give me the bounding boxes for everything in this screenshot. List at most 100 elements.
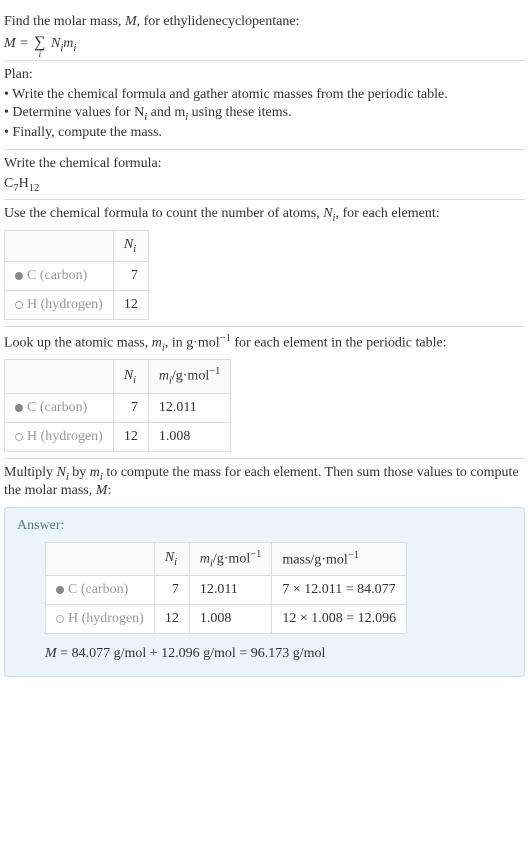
answer-label: Answer:	[17, 518, 512, 534]
am-header-m-text: m	[159, 369, 169, 384]
el-symbol: C	[68, 582, 77, 597]
table-row: H (hydrogen) 12	[5, 290, 149, 319]
el-symbol: H	[27, 297, 37, 312]
am-var: m	[152, 336, 162, 351]
formula-N: N	[51, 36, 60, 51]
am-header-m: mi/g·mol−1	[148, 360, 231, 393]
comp-m: m	[90, 465, 100, 480]
atomic-mass-table: Ni mi/g·mol−1 C (carbon) 7 12.011 H (hyd…	[4, 359, 231, 451]
intro-prompt: Find the molar mass, M, for ethylidenecy…	[4, 14, 525, 30]
table-row: C (carbon) 7	[5, 261, 149, 290]
formula-m: m	[63, 36, 73, 51]
am-prefix: Look up the atomic mass,	[4, 336, 152, 351]
plan-item-1: • Write the chemical formula and gather …	[4, 87, 525, 103]
dot-filled-icon	[15, 272, 23, 280]
count-c-n: 7	[113, 261, 148, 290]
ans-header-N-text: N	[165, 550, 174, 565]
ans-header-mass: mass/g·mol−1	[272, 542, 407, 575]
am-c-n: 7	[113, 393, 148, 422]
comp-M: M	[96, 483, 108, 498]
el-symbol: C	[27, 268, 36, 283]
el-name: (carbon)	[36, 268, 87, 283]
prompt-var: M	[125, 14, 137, 29]
am-header-Ni-text: i	[133, 375, 136, 386]
el-name: (hydrogen)	[78, 611, 144, 626]
am-header-sup-text: −1	[209, 366, 220, 377]
ans-header-Ni-text: i	[174, 557, 177, 568]
am-h-m: 1.008	[148, 422, 231, 451]
dot-hollow-icon	[15, 433, 23, 441]
ans-header-m-text: m	[200, 551, 210, 566]
plan-list: • Write the chemical formula and gather …	[4, 87, 525, 141]
am-h-n: 12	[113, 422, 148, 451]
plan-item-2c: using these items.	[188, 105, 291, 120]
am-header-N-text: N	[124, 368, 133, 383]
plan-title: Plan:	[4, 67, 525, 83]
comp-N: N	[57, 465, 66, 480]
comp-by: by	[69, 465, 90, 480]
molar-mass-formula: M = ∑i Nimi	[4, 34, 525, 54]
element-cell-c: C (carbon)	[5, 261, 114, 290]
am-element-c: C (carbon)	[5, 393, 114, 422]
comp-suffix: :	[107, 483, 111, 498]
chem-c: C	[4, 176, 13, 191]
count-header-n: Ni	[113, 231, 148, 262]
count-section: Use the chemical formula to count the nu…	[4, 200, 525, 327]
el-name: (hydrogen)	[37, 429, 103, 444]
ans-element-h: H (hydrogen)	[46, 605, 155, 634]
count-header-N-text: N	[124, 237, 133, 252]
compute-title: Multiply Ni by mi to compute the mass fo…	[4, 465, 525, 499]
chem-h: H	[19, 176, 29, 191]
ans-c-n: 7	[154, 576, 189, 605]
atomic-mass-section: Look up the atomic mass, mi, in g·mol−1 …	[4, 327, 525, 459]
ans-element-c: C (carbon)	[46, 576, 155, 605]
am-element-h: H (hydrogen)	[5, 422, 114, 451]
plan-item-2b: and m	[147, 105, 185, 120]
am-header-n: Ni	[113, 360, 148, 393]
el-symbol: H	[27, 429, 37, 444]
intro-section: Find the molar mass, M, for ethylidenecy…	[4, 8, 525, 61]
chemical-title: Write the chemical formula:	[4, 156, 525, 172]
count-prefix: Use the chemical formula to count the nu…	[4, 206, 323, 221]
el-name: (carbon)	[77, 582, 128, 597]
ans-h-n: 12	[154, 605, 189, 634]
count-title: Use the chemical formula to count the nu…	[4, 206, 525, 224]
ans-c-mass: 7 × 12.011 = 84.077	[272, 576, 407, 605]
compute-section: Multiply Ni by mi to compute the mass fo…	[4, 459, 525, 683]
am-mid: , in g·mol	[165, 336, 220, 351]
chemical-formula-section: Write the chemical formula: C7H12	[4, 150, 525, 201]
am-header-row: Ni mi/g·mol−1	[5, 360, 231, 393]
ans-h-mass: 12 × 1.008 = 12.096	[272, 605, 407, 634]
chem-h-sub: 12	[29, 182, 40, 193]
comp-prefix: Multiply	[4, 465, 57, 480]
plan-section: Plan: • Write the chemical formula and g…	[4, 61, 525, 150]
dot-filled-icon	[15, 404, 23, 412]
am-suffix: for each element in the periodic table:	[231, 336, 447, 351]
dot-filled-icon	[56, 586, 64, 594]
answer-header-row: Ni mi/g·mol−1 mass/g·mol−1	[46, 542, 407, 575]
final-eq-text: = 84.077 g/mol + 12.096 g/mol = 96.173 g…	[57, 646, 326, 661]
table-row: H (hydrogen) 12 1.008	[5, 422, 231, 451]
ans-header-sup-text: −1	[250, 549, 261, 560]
count-h-n: 12	[113, 290, 148, 319]
formula-mi: i	[73, 43, 76, 54]
am-header-empty	[5, 360, 114, 393]
final-equation: M = 84.077 g/mol + 12.096 g/mol = 96.173…	[45, 646, 512, 662]
prompt-suffix: , for ethylidenecyclopentane:	[137, 14, 300, 29]
am-sup: −1	[220, 333, 231, 344]
answer-table: Ni mi/g·mol−1 mass/g·mol−1 C (carbon) 7 …	[45, 542, 407, 634]
table-row: C (carbon) 7 12.011 7 × 12.011 = 84.077	[46, 576, 407, 605]
answer-box: Answer: Ni mi/g·mol−1 mass/g·mol−1 C (ca…	[4, 507, 525, 677]
plan-item-3: • Finally, compute the mass.	[4, 125, 525, 141]
sum-symbol: ∑i	[34, 34, 45, 52]
plan-item-2: • Determine values for Ni and mi using t…	[4, 105, 525, 123]
count-table: Ni C (carbon) 7 H (hydrogen) 12	[4, 230, 149, 320]
count-header-empty	[5, 231, 114, 262]
formula-eq: =	[16, 36, 32, 51]
prompt-prefix: Find the molar mass,	[4, 14, 125, 29]
count-header-row: Ni	[5, 231, 149, 262]
chemical-formula: C7H12	[4, 176, 525, 194]
el-symbol: C	[27, 400, 36, 415]
el-name: (carbon)	[36, 400, 87, 415]
atomic-mass-title: Look up the atomic mass, mi, in g·mol−1 …	[4, 333, 525, 353]
